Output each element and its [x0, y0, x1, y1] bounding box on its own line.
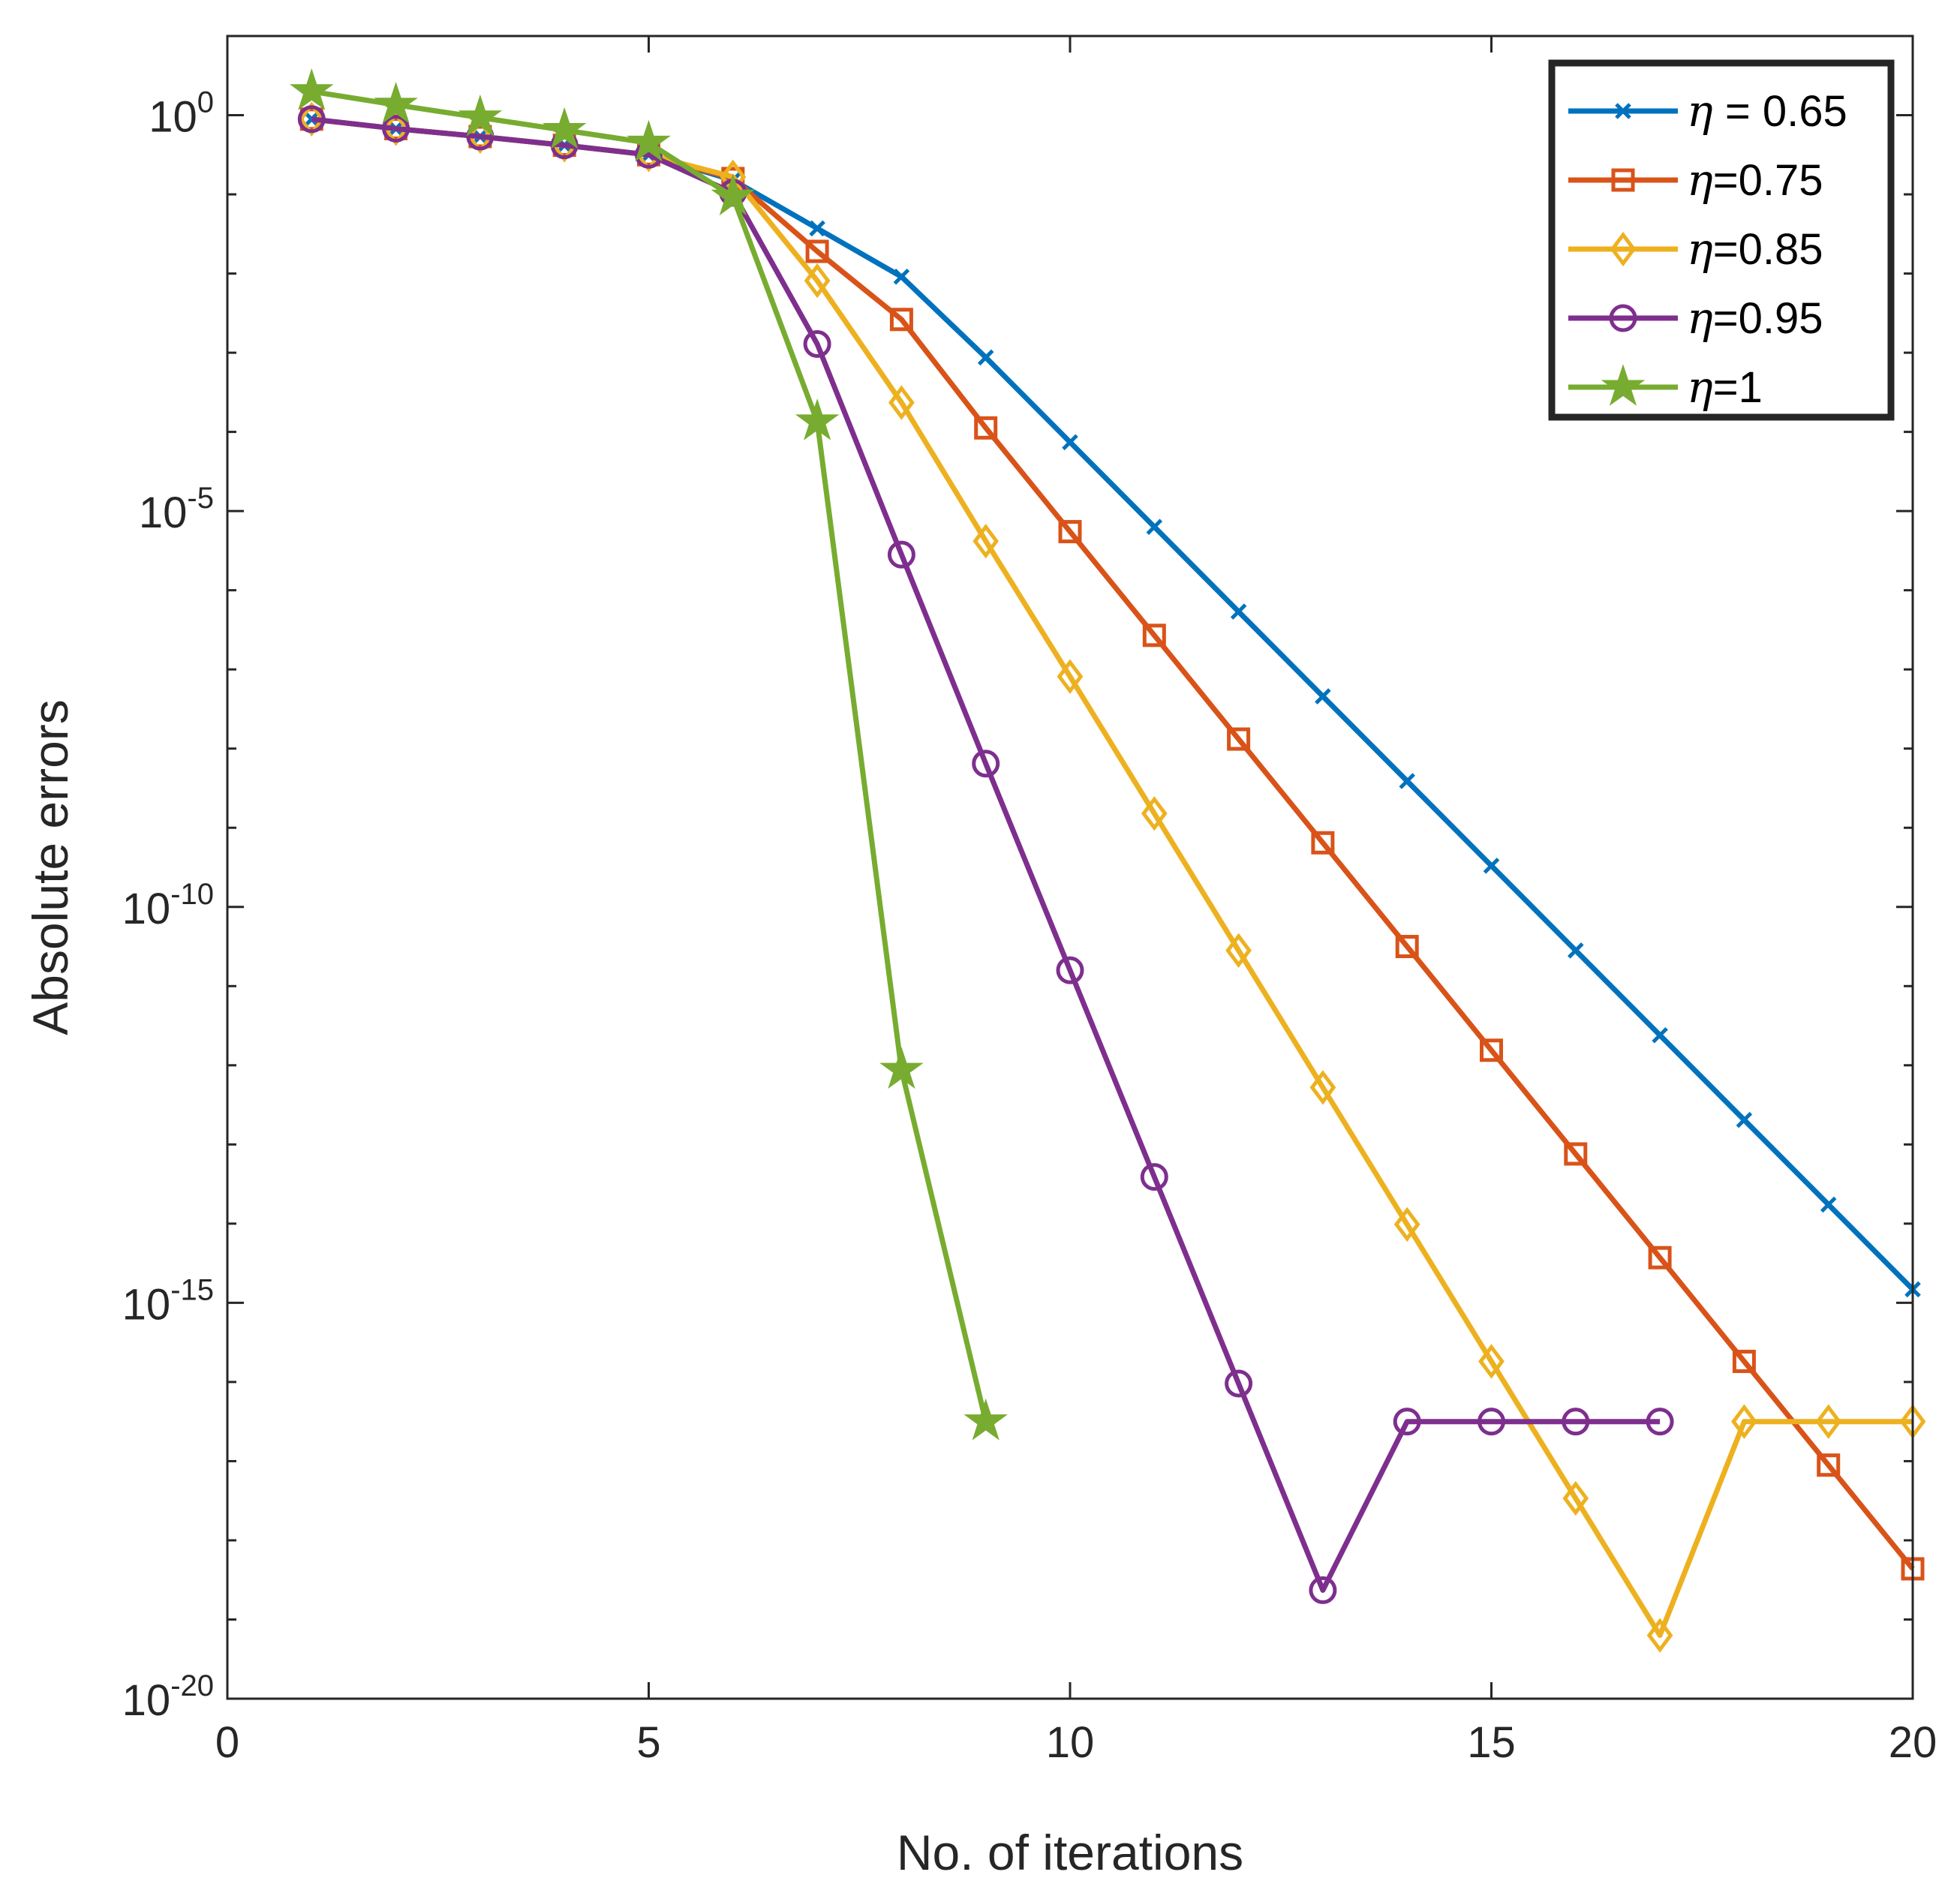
x-marker: [1483, 858, 1500, 874]
star-marker: [290, 68, 334, 110]
diamond-marker: [1057, 659, 1084, 694]
x-tick-label: 10: [1046, 1718, 1095, 1767]
circle-marker: [1140, 1163, 1168, 1191]
circle-marker: [1225, 1369, 1253, 1398]
square-marker: [1817, 1453, 1841, 1477]
diamond-marker: [804, 263, 831, 299]
circle-marker: [1393, 1408, 1421, 1436]
x-tick-label: 15: [1467, 1718, 1516, 1767]
legend-item: η=0.85: [1568, 224, 1823, 275]
circle-marker: [1056, 956, 1084, 984]
circle-marker: [1609, 304, 1637, 332]
x-marker: [1568, 942, 1584, 959]
series-line: [311, 116, 1661, 1593]
star-marker: [627, 119, 671, 162]
circle-marker: [1478, 1408, 1505, 1436]
square-marker: [1395, 935, 1419, 959]
x-marker: [977, 349, 994, 366]
star-marker: [458, 94, 503, 137]
x-marker: [1062, 434, 1078, 451]
diamond-marker: [1610, 231, 1637, 267]
x-marker: [1315, 688, 1331, 705]
square-marker: [1480, 1038, 1503, 1062]
y-axis-label: Absolute errors: [23, 699, 78, 1035]
legend-item: η=0.75: [1568, 155, 1823, 206]
square-marker: [889, 308, 913, 332]
y-tick-label: 10-5: [139, 482, 214, 537]
square-marker: [1227, 727, 1251, 751]
diamond-marker: [972, 524, 1000, 559]
diamond-marker: [467, 119, 494, 155]
diamond-marker: [1309, 1070, 1336, 1105]
diamond-marker: [1731, 1404, 1757, 1439]
diamond-marker: [1393, 1206, 1420, 1242]
diamond-marker: [383, 111, 409, 146]
circle-marker: [1646, 1408, 1674, 1436]
square-marker: [1732, 1349, 1756, 1373]
legend-item: η = 0.65: [1568, 86, 1847, 137]
square-marker: [1564, 1142, 1588, 1166]
legend-label: η=0.85: [1687, 224, 1823, 275]
x-marker: [1146, 518, 1163, 536]
legend: η = 0.65 η=0.75 η=0.85 η=0.95 η=1: [1548, 59, 1895, 421]
x-tick-label: 20: [1889, 1718, 1937, 1767]
square-marker: [1311, 831, 1335, 855]
x-marker: [1652, 1026, 1668, 1044]
x-marker: [1615, 103, 1631, 119]
legend-label: η = 0.65: [1687, 86, 1847, 137]
diamond-marker: [298, 101, 325, 137]
circle-marker: [297, 105, 326, 134]
square-marker: [974, 416, 998, 440]
diamond-marker: [1225, 933, 1252, 968]
legend-label: η=0.75: [1687, 155, 1823, 206]
square-marker: [1058, 520, 1082, 544]
x-marker: [893, 269, 910, 285]
x-marker: [1399, 773, 1415, 789]
square-marker: [1648, 1245, 1672, 1270]
y-tick-label: 10-15: [122, 1273, 214, 1329]
x-tick-label: 0: [215, 1718, 239, 1767]
x-marker: [1230, 603, 1247, 620]
x-axis-label: No. of iterations: [897, 1825, 1243, 1880]
diamond-marker: [1562, 1480, 1589, 1516]
legend-item: η=0.95: [1568, 293, 1823, 344]
legend-box: [1548, 59, 1895, 421]
diamond-marker: [1478, 1344, 1505, 1379]
star-marker: [1601, 364, 1646, 406]
diamond-marker: [1815, 1404, 1842, 1439]
diamond-marker: [1141, 796, 1168, 831]
square-marker: [1611, 168, 1635, 192]
circle-marker: [887, 540, 915, 569]
star-marker: [879, 1047, 924, 1089]
x-marker: [809, 220, 825, 237]
star-marker: [542, 107, 587, 149]
circle-marker: [1562, 1408, 1590, 1436]
series-5: [290, 68, 1008, 1441]
plot-frame: [226, 35, 1914, 1700]
circle-marker: [382, 114, 410, 143]
y-tick-label: 10-20: [122, 1669, 214, 1725]
x-marker: [1736, 1111, 1753, 1128]
x-marker: [1820, 1196, 1837, 1213]
y-tick-label: 10-10: [122, 878, 214, 933]
tick-labels: 0 5 10 15 20 100 10-5 10-10 10-15 10-20: [122, 86, 1937, 1767]
series-lines: [290, 68, 1926, 1653]
star-marker: [795, 398, 840, 440]
diamond-marker: [888, 385, 915, 420]
x-tick-label: 5: [636, 1718, 660, 1767]
star-marker: [963, 1398, 1008, 1441]
square-marker: [805, 239, 829, 263]
diamond-marker: [1646, 1618, 1673, 1653]
circle-marker: [803, 329, 831, 358]
square-marker: [1142, 623, 1166, 648]
circle-marker: [972, 750, 1000, 778]
circle-marker: [1309, 1576, 1337, 1604]
legend-label: η=1: [1687, 362, 1763, 413]
legend-label: η=0.95: [1687, 293, 1823, 344]
legend-item: η=1: [1568, 362, 1763, 413]
y-tick-label: 100: [149, 86, 214, 142]
star-marker: [711, 173, 756, 216]
star-marker: [374, 82, 418, 124]
